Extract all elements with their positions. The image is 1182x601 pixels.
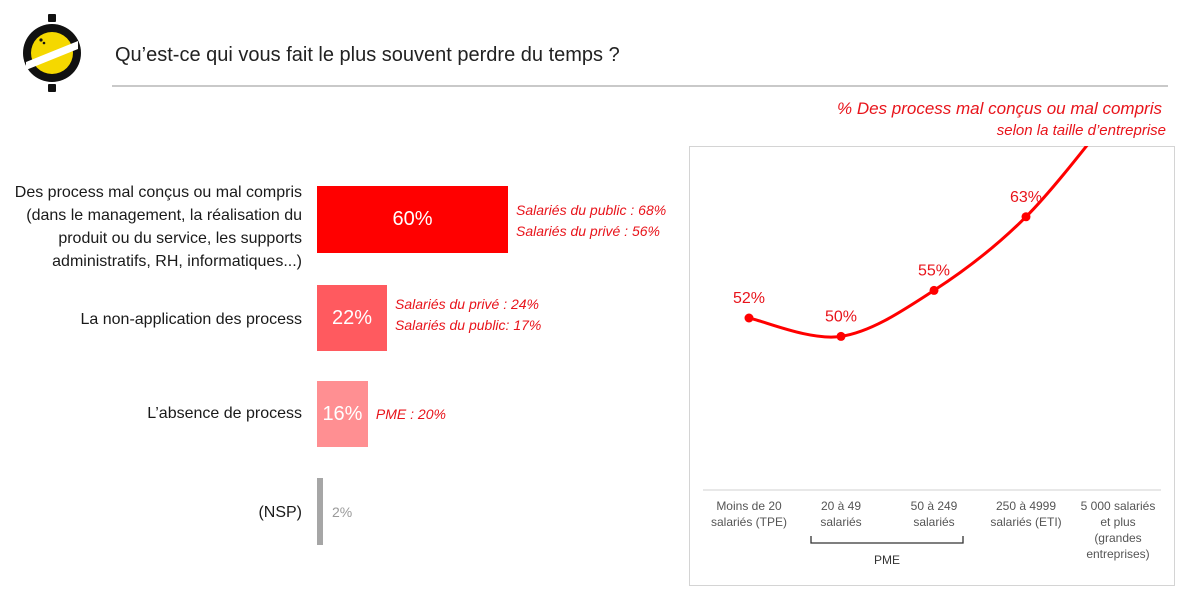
data-label: 52% (733, 290, 765, 307)
line-chart-title: % Des process mal conçus ou mal compris (836, 99, 1162, 118)
x-tick-label: 50 à 249 salariés (911, 499, 958, 529)
x-tick-label: Moins de 20 salariés (TPE) (711, 499, 787, 529)
data-point (744, 313, 754, 323)
data-label: 50% (825, 308, 857, 325)
bar-category-label: Des process mal conçus ou mal compris (d… (14, 184, 302, 270)
title-divider (112, 85, 1168, 87)
series-line (748, 146, 1089, 339)
page-title: Qu’est-ce qui vous fait le plus souvent … (115, 44, 620, 66)
data-label: 55% (918, 262, 950, 279)
bar-note: Salariés du privé : 24% Salariés du publ… (395, 296, 542, 333)
line-chart-subtitle: selon la taille d’entreprise (996, 122, 1166, 139)
bar-value-label: 2% (332, 503, 353, 520)
x-tick-label: 20 à 49 salariés (820, 499, 861, 529)
bar-mark: 2% (317, 478, 352, 545)
bar-value-label: 16% (322, 402, 363, 425)
line-chart: 52% Moins de 20 salariés (TPE) 50% 20 à 49 sa… (703, 146, 1161, 567)
data-point (929, 285, 939, 295)
pme-bracket (810, 536, 964, 544)
bar-mark: 22% (317, 285, 388, 351)
bar-value-label: 22% (332, 306, 373, 329)
bar-note: PME : 20% (375, 406, 446, 422)
bar-note: Salariés du public : 68% Salariés du pri… (516, 202, 667, 239)
data-point (1021, 212, 1031, 222)
x-tick-label: 250 à 4999 salariés (ETI) (990, 499, 1061, 529)
brand-logo (23, 14, 81, 92)
bar-value-label: 60% (392, 208, 433, 230)
bar-category-label: L’absence de process (147, 405, 302, 422)
x-tick-label: 5 000 salariés et plus (grandes entreprises… (1081, 499, 1156, 561)
data-label: 63% (1010, 189, 1042, 206)
bar-mark: 60% (317, 186, 508, 253)
data-point (836, 331, 846, 341)
line-chart-panel (689, 146, 1175, 586)
bar-category-label: (NSP) (258, 504, 302, 521)
bar-category-label: La non-application des process (80, 311, 302, 328)
bar-mark: 16% (317, 381, 368, 447)
pme-group-label: PME (874, 553, 900, 567)
